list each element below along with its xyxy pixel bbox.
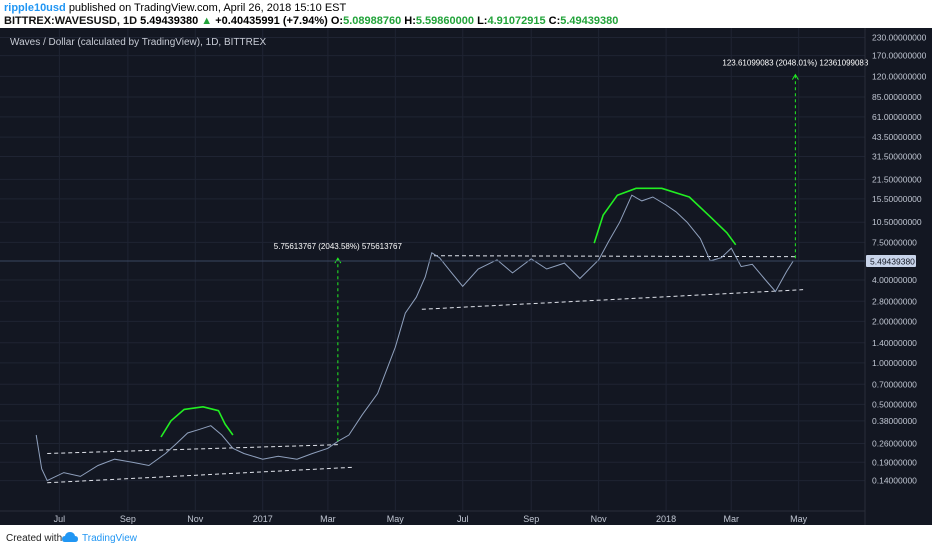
chart-title: Waves / Dollar (calculated by TradingVie… (10, 37, 267, 48)
low-value: 4.91072915 (487, 15, 546, 27)
y-tick-label: 0.38000000 (872, 416, 917, 426)
y-tick-label: 61.00000000 (872, 112, 922, 122)
high-label: H: (404, 15, 416, 27)
up-arrow-icon: ▲ (201, 15, 213, 27)
tradingview-brand-link[interactable]: TradingView (82, 533, 138, 544)
measure-annotation: 5.75613767 (2043.58%) 575613767 (274, 242, 403, 251)
last-price-label: 5.49439380 (870, 256, 915, 266)
x-tick-label: 2017 (253, 514, 273, 524)
measure-annotation: 123.61099083 (2048.01%) 12361099083 (722, 59, 868, 68)
open-value: 5.08988760 (343, 15, 402, 27)
y-tick-label: 0.26000000 (872, 439, 917, 449)
arrow-head-icon (334, 257, 342, 264)
price-chart[interactable]: Waves / Dollar (calculated by TradingVie… (0, 28, 932, 525)
change-value: +0.40435991 (+7.94%) (215, 15, 328, 27)
author-link[interactable]: ripple10usd (4, 2, 66, 14)
y-tick-label: 4.00000000 (872, 275, 917, 285)
hand-drawn-arc (160, 406, 234, 438)
x-tick-label: Mar (320, 514, 336, 524)
y-tick-label: 31.50000000 (872, 151, 922, 161)
y-tick-label: 1.00000000 (872, 358, 917, 368)
x-tick-label: Sep (523, 514, 539, 524)
published-text: published on TradingView.com, April 26, … (68, 2, 347, 14)
arrow-head-icon (791, 73, 799, 80)
y-tick-label: 7.50000000 (872, 237, 917, 247)
chart-area[interactable]: Waves / Dollar (calculated by TradingVie… (0, 28, 932, 525)
publish-info: ripple10usd published on TradingView.com… (4, 2, 346, 14)
footer-bar: Created with TradingView (0, 525, 932, 550)
x-tick-label: Nov (187, 514, 204, 524)
y-tick-label: 0.19000000 (872, 457, 917, 467)
y-tick-label: 10.50000000 (872, 217, 922, 227)
y-tick-label: 2.00000000 (872, 316, 917, 326)
hand-drawn-arc (593, 187, 737, 246)
y-tick-label: 1.40000000 (872, 338, 917, 348)
last-price-value: 5.49439380 (140, 15, 199, 27)
x-tick-label: Mar (724, 514, 740, 524)
x-tick-label: May (790, 514, 808, 524)
tradingview-logo-icon (62, 532, 78, 542)
x-tick-label: Sep (120, 514, 136, 524)
close-label: C: (548, 15, 561, 27)
trendline (421, 289, 804, 310)
y-tick-label: 15.50000000 (872, 194, 922, 204)
y-tick-label: 230.00000000 (872, 32, 927, 42)
high-value: 5.59860000 (415, 15, 474, 27)
price-series-line (35, 194, 794, 482)
x-tick-label: 2018 (656, 514, 676, 524)
symbol-label: BITTREX:WAVESUSD, 1D (4, 15, 138, 27)
y-tick-label: 170.00000000 (872, 51, 927, 61)
y-tick-label: 0.70000000 (872, 379, 917, 389)
y-tick-label: 21.50000000 (872, 174, 922, 184)
x-tick-label: Nov (591, 514, 608, 524)
y-tick-label: 43.50000000 (872, 132, 922, 142)
chart-header: ripple10usd published on TradingView.com… (0, 0, 932, 28)
last-price-badge (866, 254, 916, 267)
trendline (433, 255, 798, 258)
y-tick-label: 120.00000000 (872, 71, 927, 81)
close-value: 5.49439380 (560, 15, 619, 27)
y-tick-label: 85.00000000 (872, 92, 922, 102)
y-tick-label: 0.50000000 (872, 399, 917, 409)
ohlc-line: BITTREX:WAVESUSD, 1D 5.49439380 ▲ +0.404… (4, 15, 618, 27)
trendline (47, 444, 338, 455)
x-tick-label: Jul (54, 514, 66, 524)
created-with-text: Created with (6, 533, 63, 544)
y-tick-label: 2.80000000 (872, 296, 917, 306)
trendline (47, 466, 355, 484)
y-tick-label: 0.14000000 (872, 476, 917, 486)
low-label: L: (477, 15, 488, 27)
open-label: O: (330, 15, 344, 27)
x-tick-label: Jul (457, 514, 469, 524)
x-tick-label: May (387, 514, 405, 524)
